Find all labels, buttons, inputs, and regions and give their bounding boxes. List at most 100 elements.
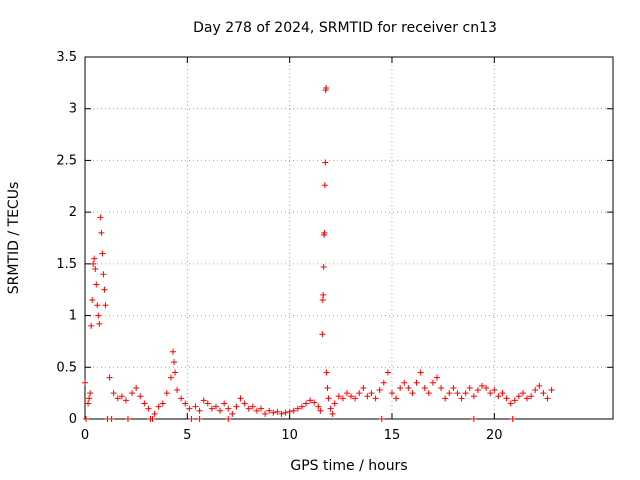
data-point	[372, 395, 379, 402]
data-point	[540, 390, 547, 397]
data-point	[196, 416, 203, 422]
data-point	[321, 229, 328, 236]
data-point	[221, 400, 228, 407]
data-point	[368, 390, 375, 397]
data-point	[114, 395, 121, 402]
data-point	[178, 395, 185, 402]
data-point	[339, 395, 346, 402]
data-point	[241, 400, 248, 407]
data-point	[129, 390, 136, 397]
data-point	[393, 395, 400, 402]
data-point	[92, 266, 99, 273]
data-point	[348, 393, 355, 400]
data-point	[528, 393, 535, 400]
plot-frame	[84, 56, 614, 420]
y-tick-label: 0	[69, 412, 77, 427]
data-point	[378, 416, 385, 422]
data-point	[515, 393, 522, 400]
data-point	[317, 407, 324, 414]
data-point	[97, 214, 104, 221]
data-point	[324, 384, 331, 391]
data-point	[319, 331, 326, 338]
data-point	[137, 393, 144, 400]
x-tick-label: 5	[183, 428, 191, 443]
data-point	[88, 322, 95, 329]
data-point	[83, 416, 90, 422]
data-point	[102, 302, 109, 309]
data-point	[360, 384, 367, 391]
data-point	[258, 405, 264, 412]
data-point	[208, 405, 215, 412]
data-point	[507, 400, 514, 407]
data-point	[278, 410, 285, 417]
y-tick-label: 0.5	[56, 360, 77, 375]
data-point	[487, 390, 494, 397]
data-point	[544, 395, 551, 402]
data-point	[298, 403, 305, 410]
data-point	[532, 387, 539, 394]
data-point	[421, 384, 428, 391]
data-point	[323, 85, 330, 92]
data-point	[87, 390, 94, 397]
data-point	[356, 390, 363, 397]
data-point	[315, 403, 322, 410]
data-point	[274, 408, 281, 415]
data-point	[294, 405, 301, 412]
data-point	[141, 400, 148, 407]
data-point	[118, 393, 125, 400]
x-tick-label: 15	[384, 428, 401, 443]
data-point	[212, 403, 219, 410]
data-point	[470, 393, 477, 400]
data-point	[91, 255, 98, 262]
data-point	[462, 390, 469, 397]
data-point	[225, 405, 232, 412]
data-point	[149, 416, 156, 422]
data-point	[167, 374, 174, 381]
data-point	[454, 390, 461, 397]
data-point	[192, 403, 199, 410]
data-point	[524, 395, 531, 402]
data-point	[108, 416, 115, 422]
data-point	[474, 387, 481, 394]
chart-title: Day 278 of 2024, SRMTID for receiver cn1…	[193, 20, 497, 36]
data-point	[401, 379, 408, 386]
data-point	[93, 281, 100, 288]
data-point	[170, 348, 176, 355]
data-point	[95, 312, 102, 319]
data-point	[450, 384, 457, 391]
data-point	[217, 407, 224, 414]
data-point	[249, 403, 256, 410]
data-point	[320, 291, 327, 298]
data-point	[266, 407, 273, 414]
data-point	[376, 387, 383, 394]
data-point	[253, 407, 260, 414]
data-point	[155, 403, 162, 410]
y-tick-label: 1.5	[56, 257, 77, 272]
data-point	[163, 390, 170, 397]
data-point	[434, 374, 440, 381]
data-point	[491, 387, 498, 394]
data-point	[425, 390, 432, 397]
data-point	[245, 405, 252, 412]
data-point	[151, 410, 158, 417]
data-point	[110, 390, 117, 397]
data-point	[331, 400, 338, 407]
data-point	[98, 229, 105, 236]
data-point	[483, 384, 490, 391]
data-point	[225, 416, 232, 422]
data-point	[397, 384, 404, 391]
data-point	[90, 260, 97, 267]
data-point	[303, 400, 310, 407]
data-point	[311, 399, 318, 406]
y-tick-label: 2	[69, 205, 77, 220]
data-point	[82, 379, 88, 386]
data-point	[124, 416, 131, 422]
data-point	[409, 390, 416, 397]
data-point	[186, 405, 193, 412]
data-point	[89, 297, 96, 304]
data-point	[479, 382, 486, 389]
data-point	[290, 407, 297, 414]
data-point	[536, 382, 543, 389]
data-point	[106, 374, 113, 381]
